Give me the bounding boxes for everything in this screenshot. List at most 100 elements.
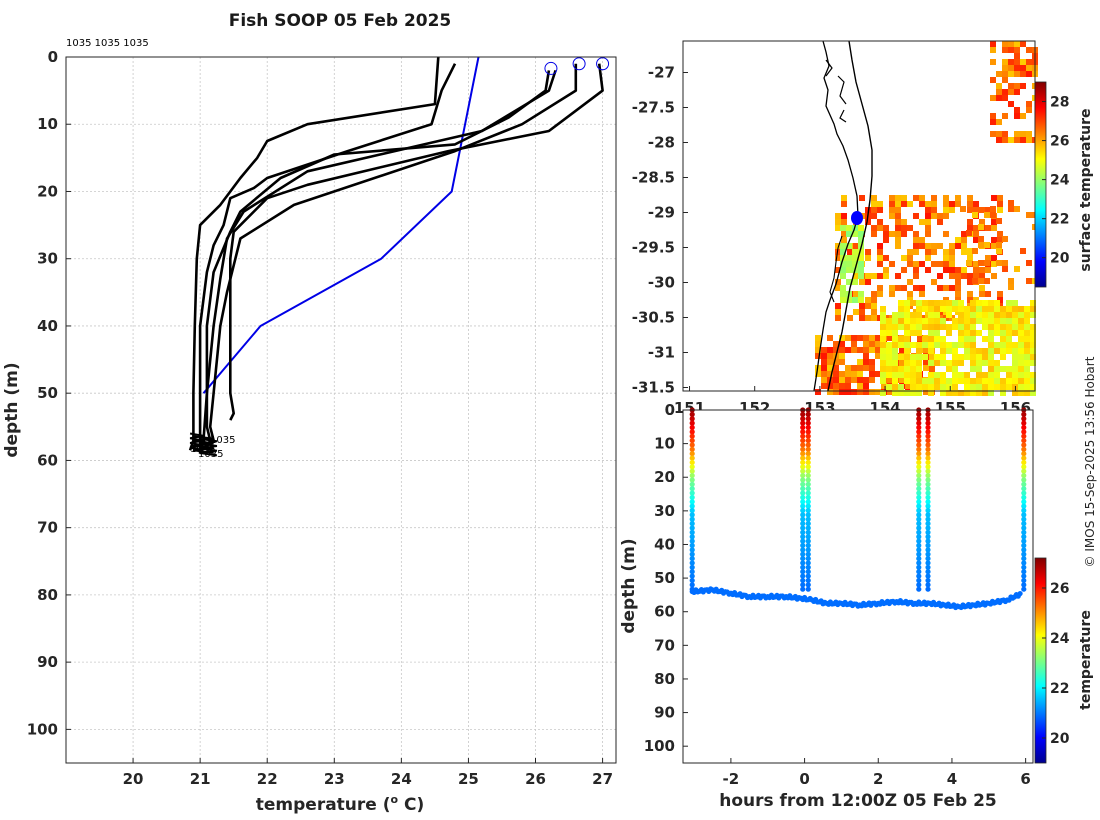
sst-cell	[978, 260, 984, 266]
sst-cell	[958, 318, 964, 324]
sst-cell	[990, 212, 996, 218]
sst-cell	[877, 225, 883, 231]
cast-point	[800, 486, 806, 492]
sst-cell	[1008, 65, 1014, 71]
sst-cell	[946, 312, 952, 318]
cast-point	[916, 486, 922, 492]
sst-cell	[1026, 131, 1032, 137]
sst-cell	[898, 384, 904, 390]
sst-cell	[852, 297, 858, 303]
sst-cell	[875, 335, 881, 341]
sst-cell	[858, 267, 864, 273]
sst-cell	[840, 285, 846, 291]
sst-cell	[1000, 312, 1006, 318]
cast-point	[689, 512, 695, 518]
cast-point	[800, 542, 806, 549]
sst-cell	[1002, 89, 1008, 95]
sst-cell	[892, 348, 898, 354]
cast-point	[925, 424, 931, 431]
sst-cell	[1024, 330, 1030, 336]
fishing-location-marker	[851, 211, 863, 225]
sst-cell	[1008, 89, 1014, 95]
depth-time-x-ticks: -2 0 2 4 6	[723, 758, 1031, 788]
sst-cell	[958, 306, 964, 312]
sst-cell	[922, 354, 928, 360]
sst-cell	[1002, 137, 1008, 143]
cast-point	[925, 577, 931, 584]
sst-cell	[846, 279, 852, 285]
cast-point	[805, 538, 811, 544]
sst-cell	[1008, 284, 1014, 290]
sst-cell	[904, 330, 910, 336]
sst-cell	[994, 366, 1000, 372]
sst-cell	[865, 303, 871, 309]
sst-cell	[880, 336, 886, 342]
sst-cell	[1014, 131, 1020, 137]
sst-cell	[922, 306, 928, 312]
sst-cell	[964, 384, 970, 390]
cast-point	[800, 455, 806, 461]
sst-cell	[892, 324, 898, 330]
sst-cell	[851, 341, 857, 347]
sst-cell	[910, 354, 916, 360]
track-line	[827, 40, 873, 392]
cast-point	[916, 547, 922, 553]
sst-cell	[839, 371, 845, 377]
sst-cell	[925, 249, 931, 255]
sst-cell	[988, 312, 994, 318]
sst-cell	[904, 318, 910, 324]
x-tick-label: 21	[190, 770, 211, 788]
sst-cell	[916, 348, 922, 354]
sst-cell	[929, 365, 935, 371]
sst-cell	[841, 213, 847, 219]
cast-point	[916, 459, 922, 466]
sst-cell	[892, 366, 898, 372]
x-tick-label: 22	[257, 770, 278, 788]
sst-cell	[958, 312, 964, 318]
sst-cell	[904, 390, 910, 396]
cast-point	[800, 416, 806, 422]
sst-cell	[955, 267, 961, 273]
sst-cell	[892, 336, 898, 342]
cast-point	[1021, 538, 1027, 544]
sst-cell	[913, 243, 919, 249]
sst-cell	[833, 341, 839, 347]
sst-cell	[892, 372, 898, 378]
cast-point	[916, 424, 922, 431]
sst-cell	[1012, 348, 1018, 354]
cast-point	[1021, 455, 1027, 461]
sst-cell	[886, 330, 892, 336]
sst-cell	[839, 389, 845, 395]
y-tick-label: 90	[654, 704, 675, 722]
sst-cell	[827, 353, 833, 359]
sst-cell	[925, 225, 931, 231]
sst-cell	[835, 315, 841, 321]
sst-cell	[955, 279, 961, 285]
cast-point	[925, 499, 931, 505]
cast-point	[805, 516, 811, 522]
sst-cell	[910, 324, 916, 330]
sst-cell	[931, 201, 937, 207]
colorbar-tick-label: 22	[1050, 681, 1069, 697]
sst-cell	[865, 219, 871, 225]
sst-cell	[922, 318, 928, 324]
sst-cell	[964, 342, 970, 348]
sst-cell	[946, 324, 952, 330]
sst-cell	[907, 279, 913, 285]
sst-cell	[875, 353, 881, 359]
temperature-colorbar-ticks: 20 22 24 26	[1042, 581, 1070, 747]
sst-cell	[865, 255, 871, 261]
sst-cell	[964, 354, 970, 360]
cast-point	[805, 573, 811, 579]
lat-tick-label: -28.5	[632, 169, 675, 187]
sst-cell	[881, 383, 887, 389]
sst-cell	[949, 273, 955, 279]
sst-cell	[996, 218, 1002, 224]
y-tick-label: 20	[37, 182, 58, 200]
sst-cell	[898, 306, 904, 312]
sst-cell	[859, 303, 865, 309]
sst-cell	[851, 347, 857, 353]
sst-cell	[869, 377, 875, 383]
sst-cell	[889, 231, 895, 237]
sst-cell	[833, 383, 839, 389]
